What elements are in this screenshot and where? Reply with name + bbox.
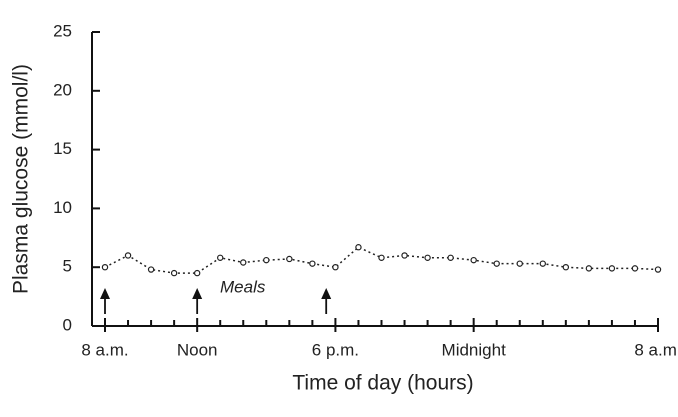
data-point — [539, 260, 546, 267]
meal-arrow-head — [321, 288, 332, 299]
data-point — [147, 266, 155, 273]
data-point — [516, 260, 523, 267]
data-point — [332, 264, 339, 271]
data-point — [562, 264, 570, 271]
meals-label: Meals — [220, 277, 266, 296]
y-tick-label: 25 — [53, 21, 72, 40]
meal-arrow-head — [192, 288, 203, 299]
data-point — [608, 265, 616, 272]
data-point — [217, 254, 224, 261]
data-point — [631, 265, 639, 272]
data-point — [286, 255, 293, 263]
y-tick-label: 0 — [63, 315, 72, 334]
x-tick-label: Midnight — [442, 340, 507, 359]
data-point — [470, 256, 477, 264]
data-point — [309, 260, 316, 267]
data-point — [401, 252, 408, 259]
y-tick-label: 10 — [53, 198, 72, 217]
x-axis-label: Time of day (hours) — [292, 372, 473, 395]
data-point — [654, 266, 662, 273]
x-tick-label: 8 a.m. — [81, 340, 128, 359]
data-point — [424, 254, 431, 261]
y-tick-label: 5 — [63, 257, 72, 276]
data-point — [355, 244, 362, 251]
data-point — [124, 252, 132, 259]
meal-arrow-head — [100, 288, 110, 299]
data-point — [193, 269, 201, 277]
y-axis-label: Plasma glucose (mmol/l) — [10, 64, 33, 294]
data-point — [378, 254, 385, 261]
y-tick-label: 20 — [53, 80, 72, 99]
data-point — [585, 265, 593, 272]
data-point — [170, 269, 178, 277]
x-tick-label: 6 p.m. — [312, 340, 359, 359]
data-point — [447, 254, 454, 261]
x-tick-label: 8 a.m. — [634, 340, 678, 359]
data-point — [240, 259, 247, 266]
data-point — [263, 256, 270, 264]
y-tick-label: 15 — [53, 139, 72, 158]
data-point — [493, 260, 500, 267]
x-tick-label: Noon — [177, 340, 218, 359]
data-point — [101, 264, 109, 271]
